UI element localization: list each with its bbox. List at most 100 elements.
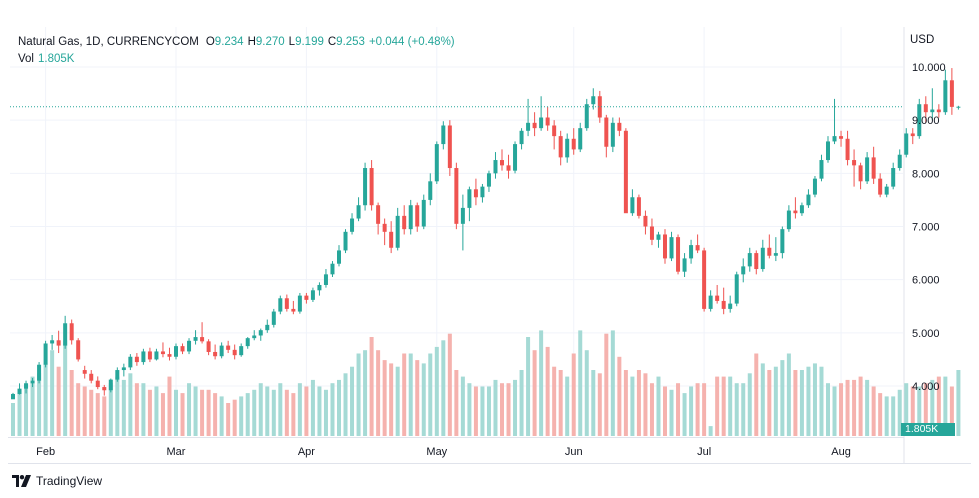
candles: [11, 68, 961, 400]
candle-body: [871, 157, 876, 179]
candle-body: [245, 338, 250, 347]
candle-body: [108, 379, 113, 391]
price-axis[interactable]: 10.000 9.000 8.000 7.000 6.000 5.000 4.000: [912, 62, 946, 393]
volume-bar: [565, 376, 570, 436]
candle-body: [37, 364, 42, 381]
candle-body: [219, 345, 224, 357]
candle-body: [930, 109, 935, 113]
candle-body: [513, 144, 518, 171]
currency-label[interactable]: USD: [910, 34, 935, 46]
chart-legend: Natural Gas, 1D, CURRENCYCOM O9.234 H9.270…: [18, 34, 455, 68]
volume-bar: [584, 350, 589, 436]
candle-body: [11, 393, 15, 400]
volume-bar: [623, 370, 628, 436]
candle-body: [134, 356, 139, 363]
candle-body: [786, 210, 791, 230]
volume-bar: [454, 370, 459, 436]
candle-body: [473, 189, 478, 198]
open-value: 9.234: [214, 36, 244, 48]
symbol-label[interactable]: Natural Gas, 1D, CURRENCYCOM: [18, 36, 199, 48]
volume-bar: [486, 386, 491, 436]
volume-bar: [826, 383, 830, 436]
volume-bar: [812, 363, 817, 436]
candle-body: [578, 128, 583, 150]
x-tick-label: Mar: [167, 446, 186, 458]
candle-body: [193, 337, 198, 341]
volume-bar: [558, 370, 563, 436]
candle-body: [760, 247, 765, 270]
candle-body: [539, 117, 544, 129]
volume-bar: [493, 379, 498, 436]
candle-body: [30, 380, 35, 384]
volume-bar: [819, 366, 824, 436]
volume-bar: [526, 337, 531, 436]
candle-body: [558, 136, 563, 158]
volume-bar: [160, 393, 165, 436]
volume-bar: [337, 379, 341, 436]
volume-bar: [930, 379, 935, 436]
volume-bar: [767, 370, 772, 436]
candle-body: [526, 122, 531, 131]
candle-body: [839, 136, 844, 139]
volume-bar: [206, 389, 211, 436]
candle-body: [82, 370, 87, 374]
volume-bar: [128, 373, 133, 436]
candle-body: [389, 231, 394, 248]
volume-bar: [604, 333, 609, 436]
volume-bar: [369, 337, 374, 436]
tradingview-logo-icon: [12, 475, 31, 487]
volume-bar: [760, 363, 765, 436]
volume-bar: [708, 426, 713, 436]
volume-bar: [682, 393, 687, 436]
candle-body: [617, 122, 622, 131]
tradingview-branding[interactable]: TradingView: [12, 473, 102, 489]
volume-bar: [500, 383, 504, 436]
volume-bar: [415, 360, 420, 436]
ohlc-row: Natural Gas, 1D, CURRENCYCOM O9.234 H9.270…: [18, 34, 455, 51]
volume-bar: [89, 389, 94, 436]
candle-body: [891, 168, 896, 187]
open-label: O: [205, 36, 215, 48]
volume-bar: [904, 383, 909, 436]
candle-body: [506, 165, 511, 171]
candle-body: [382, 223, 387, 232]
volume-bar: [721, 376, 726, 436]
candle-body: [591, 96, 596, 105]
volume-bar: [910, 386, 915, 436]
volume-bar: [11, 403, 15, 436]
candle-body: [43, 343, 48, 365]
candle-body: [799, 205, 804, 214]
y-tick-label: 6.000: [912, 275, 940, 287]
volume-bar: [278, 383, 283, 436]
volume-bar: [271, 389, 276, 436]
candle-body: [949, 80, 954, 107]
candle-body: [656, 234, 661, 240]
volume-bar: [43, 363, 48, 436]
candle-body: [754, 253, 759, 270]
candle-body: [252, 335, 257, 339]
volume-bar: [323, 389, 328, 436]
candle-body: [923, 104, 928, 113]
volume-bar: [806, 366, 811, 436]
volume-bar: [239, 396, 244, 436]
volume-bar: [291, 393, 296, 436]
candle-body: [910, 133, 915, 137]
volume-bar: [617, 356, 622, 436]
volume-bar: [17, 389, 22, 436]
volume-bar: [467, 383, 472, 436]
candle-body: [271, 311, 276, 325]
candle-body: [812, 178, 817, 195]
candle-body: [454, 168, 459, 224]
volume-bar: [747, 373, 752, 436]
volume-bar: [780, 360, 785, 436]
candle-body: [89, 373, 94, 381]
volume-bar: [245, 393, 250, 436]
volume-bar: [956, 370, 961, 436]
time-axis[interactable]: Feb Mar Apr May Jun Jul Aug: [36, 446, 851, 458]
candle-body: [552, 125, 557, 137]
candle-body: [728, 303, 733, 309]
candle-body: [69, 323, 74, 341]
x-tick-label: Jul: [697, 446, 711, 458]
